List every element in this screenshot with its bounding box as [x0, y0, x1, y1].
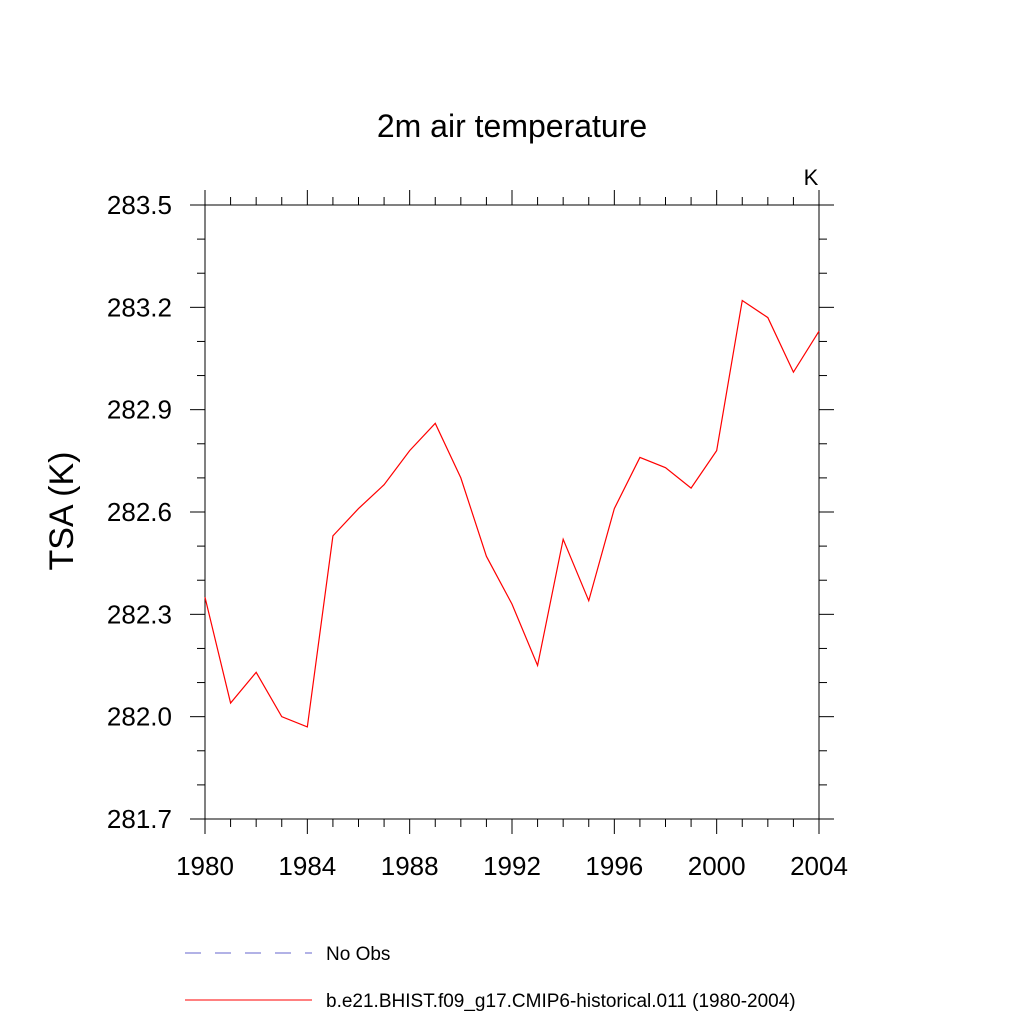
y-tick-label: 282.6 [107, 497, 172, 527]
y-tick-label: 282.9 [107, 395, 172, 425]
legend-label: b.e21.BHIST.f09_g17.CMIP6-historical.011… [326, 991, 796, 1012]
y-tick-label: 282.0 [107, 702, 172, 732]
units-label: K [804, 165, 819, 190]
y-tick-label: 281.7 [107, 804, 172, 834]
y-axis-label: TSA (K) [43, 451, 81, 570]
x-tick-label: 1988 [381, 851, 439, 881]
x-tick-label: 2004 [790, 851, 848, 881]
x-tick-label: 1992 [483, 851, 541, 881]
series-line [204, 299, 820, 728]
x-tick-label: 2000 [688, 851, 746, 881]
legend: No Obs b.e21.BHIST.f09_g17.CMIP6-historic… [185, 944, 796, 1012]
x-tick-label: 1984 [278, 851, 336, 881]
series-layer [204, 299, 820, 728]
y-tick-label: 283.2 [107, 292, 172, 322]
y-tick-label: 283.5 [107, 190, 172, 220]
chart-title: 2m air temperature [377, 108, 647, 144]
plot-frame [204, 204, 820, 820]
x-tick-label: 1996 [585, 851, 643, 881]
axis-ticks [190, 190, 834, 834]
y-tick-label: 282.3 [107, 599, 172, 629]
x-tick-label: 1980 [176, 851, 234, 881]
axis-tick-labels: 1980 1984 1988 1992 1996 2000 2004 281.7 282.0 28… [107, 190, 848, 881]
legend-label: No Obs [326, 944, 390, 965]
